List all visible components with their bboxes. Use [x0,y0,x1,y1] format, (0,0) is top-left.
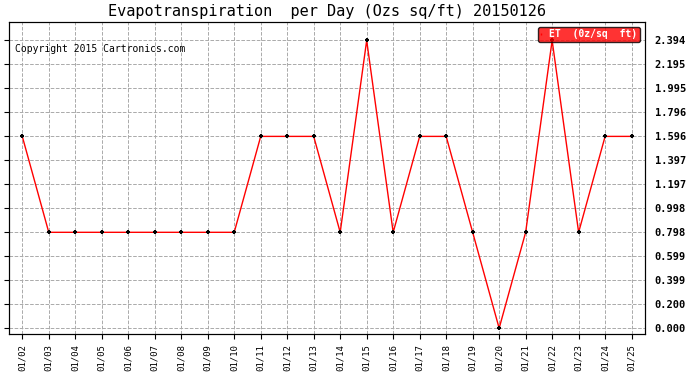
Point [228,229,239,235]
Point [202,229,213,235]
Point [493,325,504,331]
Point [388,229,399,235]
Point [255,134,266,140]
Text: Copyright 2015 Cartronics.com: Copyright 2015 Cartronics.com [15,44,186,54]
Point [176,229,187,235]
Title: Evapotranspiration  per Day (Ozs sq/ft) 20150126: Evapotranspiration per Day (Ozs sq/ft) 2… [108,4,546,19]
Point [467,229,478,235]
Point [600,134,611,140]
Point [361,38,372,44]
Point [335,229,346,235]
Point [520,229,531,235]
Point [308,134,319,140]
Point [17,134,28,140]
Point [573,229,584,235]
Point [123,229,134,235]
Point [414,134,425,140]
Point [43,229,55,235]
Legend: ET  (0z/sq  ft): ET (0z/sq ft) [538,27,640,42]
Point [96,229,107,235]
Point [626,134,637,140]
Point [70,229,81,235]
Point [149,229,160,235]
Point [546,38,558,44]
Point [282,134,293,140]
Point [441,134,452,140]
